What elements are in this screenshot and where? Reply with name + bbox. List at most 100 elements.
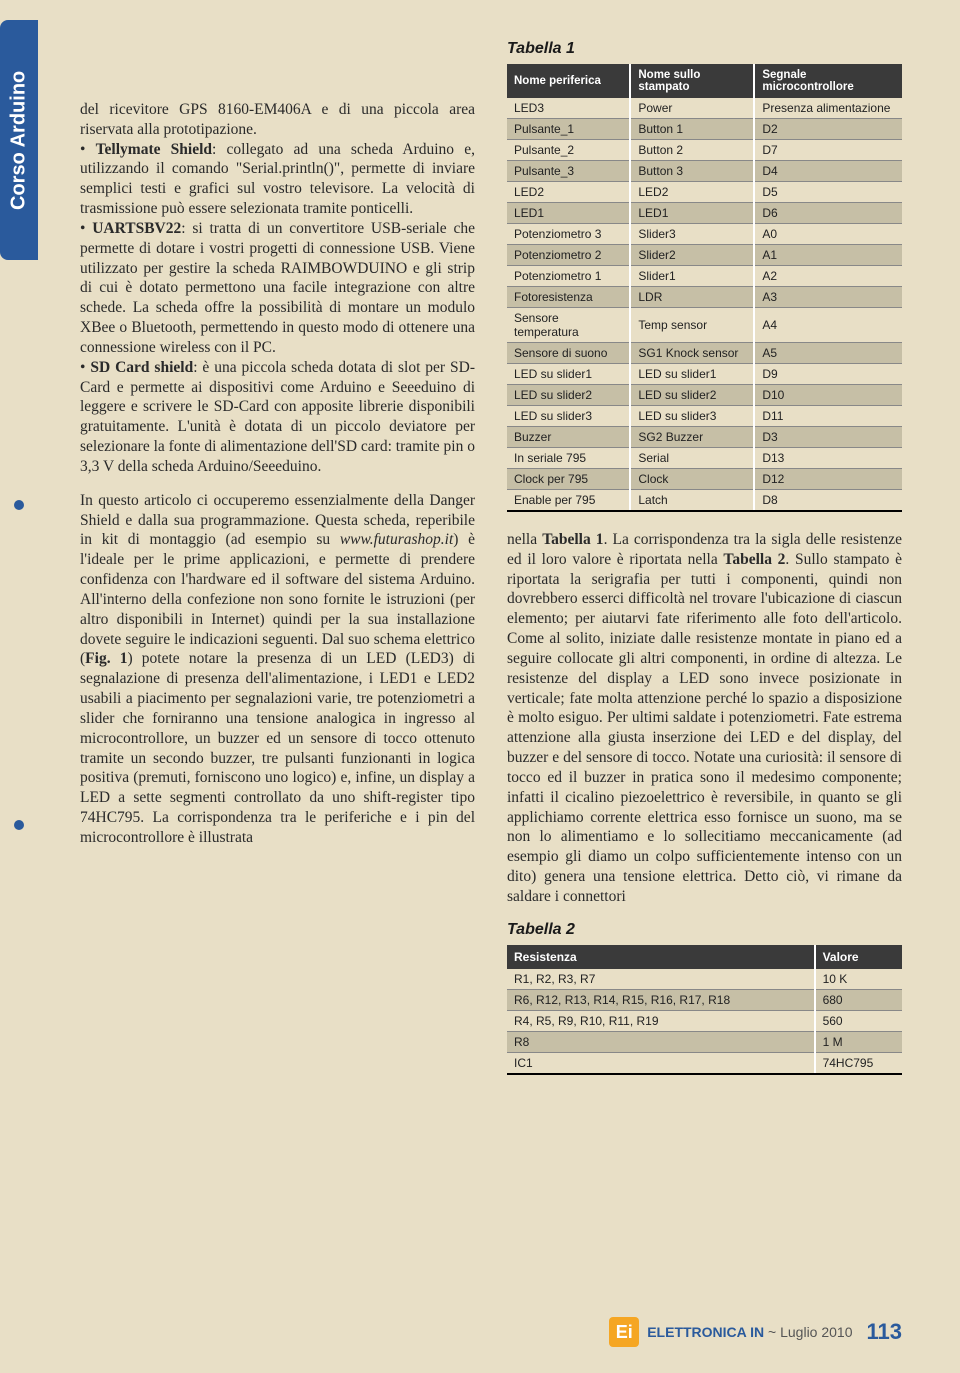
sidebar-tab: Corso Arduino [0,20,38,260]
table-cell: Temp sensor [630,308,754,343]
table-cell: LDR [630,287,754,308]
table-cell: 680 [815,989,902,1010]
table-cell: LED1 [507,203,630,224]
table2-container: Tabella 2 ResistenzaValore R1, R2, R3, R… [507,921,902,1075]
table-cell: D11 [754,406,902,427]
table-cell: Buzzer [507,427,630,448]
table-row: LED1LED1D6 [507,203,902,224]
table-row: Pulsante_2Button 2D7 [507,140,902,161]
table-cell: D7 [754,140,902,161]
table-cell: D3 [754,427,902,448]
table-cell: R8 [507,1031,815,1052]
table-row: R6, R12, R13, R14, R15, R16, R17, R18680 [507,989,902,1010]
table-cell: R1, R2, R3, R7 [507,969,815,990]
table-row: Potenziometro 1Slider1A2 [507,266,902,287]
table-row: LED2LED2D5 [507,182,902,203]
table-cell: Slider1 [630,266,754,287]
table-row: Pulsante_1Button 1D2 [507,119,902,140]
table-cell: Latch [630,490,754,512]
table-cell: LED su slider1 [630,364,754,385]
table-header: Nome sullo stampato [630,64,754,98]
table-cell: Presenza alimentazione [754,98,902,119]
table-cell: A3 [754,287,902,308]
table-cell: LED2 [630,182,754,203]
table-cell: LED1 [630,203,754,224]
table-cell: Fotoresistenza [507,287,630,308]
table-cell: LED2 [507,182,630,203]
table-cell: Sensore temperatura [507,308,630,343]
table-cell: Potenziometro 3 [507,224,630,245]
footer-logo-icon: Ei [609,1317,639,1347]
body-paragraph: • UARTSBV22: si tratta di un convertitor… [80,219,475,358]
table-cell: D12 [754,469,902,490]
table-cell: D10 [754,385,902,406]
table-cell: Pulsante_2 [507,140,630,161]
table-header: Segnale microcontrollore [754,64,902,98]
table-row: Sensore temperaturaTemp sensorA4 [507,308,902,343]
table-cell: 74HC795 [815,1052,902,1074]
table1-title: Tabella 1 [507,40,902,58]
table-row: LED3PowerPresenza alimentazione [507,98,902,119]
table1-container: Tabella 1 Nome perifericaNome sullo stam… [507,40,902,512]
sidebar-dot [14,820,24,830]
table-row: In seriale 795SerialD13 [507,448,902,469]
body-paragraph: nella Tabella 1. La corrispondenza tra l… [507,530,902,907]
right-column: Tabella 1 Nome perifericaNome sullo stam… [507,40,902,1093]
footer-magazine-name: ELETTRONICA IN ~ Luglio 2010 [647,1324,852,1340]
table-row: Sensore di suonoSG1 Knock sensorA5 [507,343,902,364]
table-row: R81 M [507,1031,902,1052]
table2: ResistenzaValore R1, R2, R3, R710 KR6, R… [507,945,902,1075]
table-cell: Serial [630,448,754,469]
table-cell: Potenziometro 1 [507,266,630,287]
table-cell: Power [630,98,754,119]
table-cell: 10 K [815,969,902,990]
table-header: Nome periferica [507,64,630,98]
table-row: Clock per 795ClockD12 [507,469,902,490]
table-row: IC174HC795 [507,1052,902,1074]
table-cell: A4 [754,308,902,343]
table-cell: Slider3 [630,224,754,245]
table-cell: D4 [754,161,902,182]
table-cell: LED su slider3 [507,406,630,427]
table-cell: Clock [630,469,754,490]
table-row: Enable per 795LatchD8 [507,490,902,512]
table-row: LED su slider1LED su slider1D9 [507,364,902,385]
table-cell: A1 [754,245,902,266]
table-row: Potenziometro 3Slider3A0 [507,224,902,245]
body-paragraph: • Tellymate Shield: collegato ad una sch… [80,140,475,219]
table-cell: Slider2 [630,245,754,266]
table-cell: LED3 [507,98,630,119]
table-cell: 560 [815,1010,902,1031]
table-cell: LED su slider2 [630,385,754,406]
table-cell: SG2 Buzzer [630,427,754,448]
table-row: R1, R2, R3, R710 K [507,969,902,990]
table-cell: R6, R12, R13, R14, R15, R16, R17, R18 [507,989,815,1010]
table-header: Valore [815,945,902,969]
table-cell: Enable per 795 [507,490,630,512]
table-cell: Button 1 [630,119,754,140]
page-footer: Ei ELETTRONICA IN ~ Luglio 2010 113 [609,1317,902,1347]
table-cell: LED su slider3 [630,406,754,427]
table-row: LED su slider2LED su slider2D10 [507,385,902,406]
table-cell: 1 M [815,1031,902,1052]
table-row: LED su slider3LED su slider3D11 [507,406,902,427]
table-cell: D6 [754,203,902,224]
table-cell: LED su slider1 [507,364,630,385]
page-number: 113 [867,1319,903,1345]
table-cell: D8 [754,490,902,512]
table-cell: Pulsante_1 [507,119,630,140]
table-cell: Button 2 [630,140,754,161]
page-content: del ricevitore GPS 8160-EM406A e di una … [0,0,960,1133]
body-paragraph: del ricevitore GPS 8160-EM406A e di una … [80,100,475,140]
left-column: del ricevitore GPS 8160-EM406A e di una … [80,40,475,1093]
table-row: Pulsante_3Button 3D4 [507,161,902,182]
table-cell: A0 [754,224,902,245]
sidebar-dot [14,500,24,510]
table1: Nome perifericaNome sullo stampatoSegnal… [507,64,902,512]
table-cell: A5 [754,343,902,364]
table-row: Potenziometro 2Slider2A1 [507,245,902,266]
table-cell: Pulsante_3 [507,161,630,182]
table-cell: A2 [754,266,902,287]
table-row: BuzzerSG2 BuzzerD3 [507,427,902,448]
table-cell: LED su slider2 [507,385,630,406]
